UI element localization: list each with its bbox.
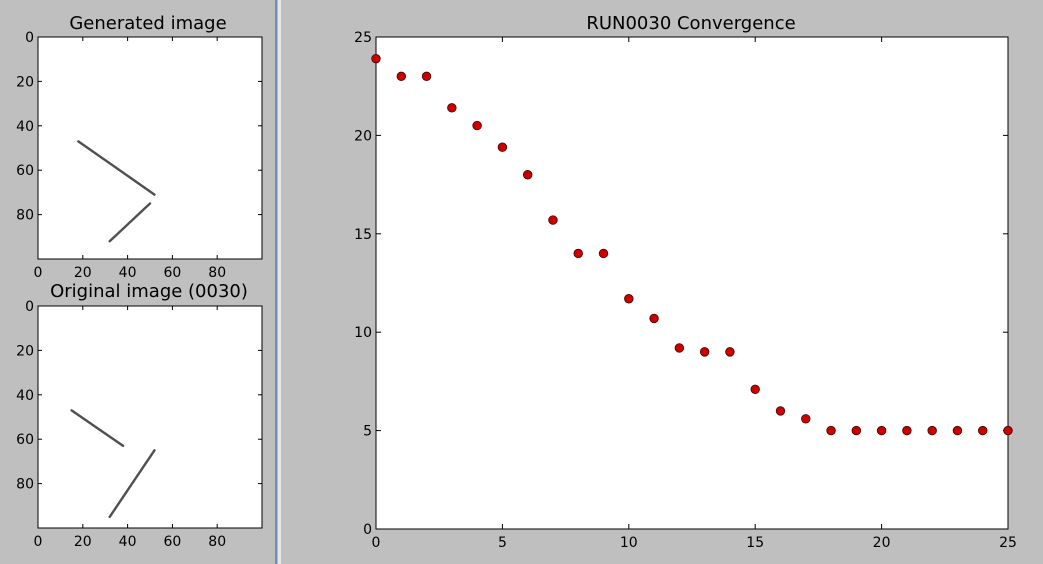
x-tick-label: 10	[620, 535, 638, 551]
image-line-segment	[77, 140, 156, 196]
x-tick-label: 60	[163, 265, 181, 281]
convergence-y-ticks: 0 5 10 15 20 25	[354, 30, 1008, 538]
convergence-title: RUN0030 Convergence	[586, 13, 795, 34]
data-point	[371, 53, 381, 64]
x-tick-label: 0	[34, 534, 43, 550]
data-point	[902, 425, 912, 436]
generated-image-x-ticks: 0 20 40 60 80	[34, 37, 226, 281]
data-point	[801, 414, 811, 424]
original-image-frame	[37, 305, 263, 529]
convergence-figure: RUN0030 Convergence 0 5 10 15 20 25 0 5 10 15 20 2…	[354, 13, 1017, 551]
image-line-segment	[70, 409, 125, 448]
x-tick-label: 40	[119, 534, 137, 550]
x-tick-label: 0	[372, 535, 381, 551]
data-point	[447, 103, 457, 113]
y-tick-label: 10	[354, 325, 372, 341]
x-tick-label: 0	[34, 265, 43, 281]
y-tick-label: 20	[16, 343, 34, 359]
x-tick-label: 25	[999, 535, 1017, 551]
convergence-x-ticks: 0 5 10 15 20 25	[372, 37, 1017, 551]
y-tick-label: 60	[16, 432, 34, 448]
data-point	[1003, 425, 1013, 436]
data-point	[598, 248, 609, 259]
data-point	[522, 170, 533, 180]
data-point	[978, 425, 988, 436]
data-point	[876, 425, 887, 436]
x-tick-label: 80	[208, 265, 226, 281]
original-image-x-ticks: 0 20 40 60 80	[34, 306, 226, 550]
data-point	[421, 71, 432, 82]
data-point	[927, 425, 937, 436]
y-tick-label: 40	[16, 119, 34, 135]
original-image-y-ticks: 0 20 40 60 80	[16, 299, 262, 493]
convergence-points	[371, 53, 1013, 436]
generated-image-title: Generated image	[69, 13, 226, 34]
y-tick-label: 20	[16, 74, 34, 90]
y-tick-label: 80	[16, 208, 34, 224]
data-point	[699, 347, 710, 357]
y-tick-label: 40	[16, 388, 34, 404]
image-line-segment	[108, 202, 152, 243]
data-point	[851, 425, 862, 436]
data-point	[725, 347, 735, 357]
data-point	[548, 215, 558, 225]
generated-image-y-ticks: 0 20 40 60 80	[16, 30, 262, 224]
y-tick-label: 60	[16, 163, 34, 179]
data-point	[750, 384, 760, 394]
y-tick-label: 25	[354, 30, 372, 46]
original-image-title: Original image (0030)	[50, 281, 248, 302]
y-tick-label: 80	[16, 477, 34, 493]
data-point	[952, 425, 963, 436]
x-tick-label: 20	[74, 534, 92, 550]
convergence-frame	[375, 36, 1009, 530]
y-tick-label: 15	[354, 227, 372, 243]
x-tick-label: 20	[873, 535, 891, 551]
data-point	[396, 71, 406, 82]
data-point	[624, 294, 634, 304]
generated-image-plot: Generated image 0 20 40 60 80 0 20 40 60 80	[16, 13, 263, 281]
y-tick-label: 0	[25, 30, 34, 46]
generated-image-frame	[37, 36, 263, 260]
original-image-plot: Original image (0030) 0 20 40 60 80 0 20 40 60 8…	[16, 281, 263, 550]
generated-image-lines	[77, 140, 156, 243]
y-tick-label: 0	[363, 522, 372, 538]
data-point	[649, 313, 659, 324]
x-tick-label: 5	[498, 535, 507, 551]
left-figure: Generated image 0 20 40 60 80 0 20 40 60 80 Orig…	[16, 13, 263, 550]
data-point	[826, 425, 836, 436]
original-image-lines	[70, 409, 156, 519]
data-point	[775, 406, 786, 416]
x-tick-label: 40	[119, 265, 137, 281]
y-tick-label: 5	[363, 424, 372, 440]
convergence-plot: RUN0030 Convergence 0 5 10 15 20 25 0 5 10 15 20 2…	[354, 13, 1017, 551]
right-panel: RUN0030 Convergence 0 5 10 15 20 25 0 5 10 15 20 2…	[281, 0, 1043, 564]
x-tick-label: 20	[74, 265, 92, 281]
data-point	[472, 120, 482, 131]
data-point	[497, 142, 508, 152]
left-panel: Generated image 0 20 40 60 80 0 20 40 60 80 Orig…	[0, 0, 275, 564]
image-line-segment	[108, 449, 156, 519]
x-tick-label: 15	[746, 535, 764, 551]
panel-splitter[interactable]	[275, 0, 281, 564]
x-tick-label: 60	[163, 534, 181, 550]
y-tick-label: 20	[354, 128, 372, 144]
x-tick-label: 80	[208, 534, 226, 550]
data-point	[674, 343, 685, 353]
data-point	[573, 248, 583, 259]
y-tick-label: 0	[25, 299, 34, 315]
